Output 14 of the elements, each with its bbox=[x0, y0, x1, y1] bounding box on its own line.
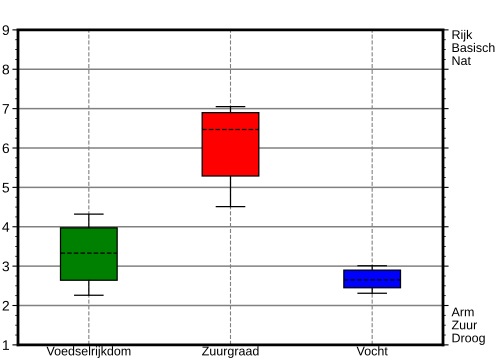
text: Rijk Basisch Nat bbox=[452, 30, 494, 66]
y-tick-label: 8 bbox=[2, 64, 10, 74]
x-tick-label: Zuurgraad bbox=[202, 346, 259, 358]
y-tick-label: 2 bbox=[2, 300, 9, 311]
y-tick-label: 9 bbox=[2, 25, 10, 36]
y-tick-label: 4 bbox=[2, 222, 10, 232]
text: Arm Zuur Droog bbox=[452, 308, 485, 345]
y-tick-label: 3 bbox=[2, 261, 10, 272]
y-tick-label: 5 bbox=[2, 182, 10, 193]
y-tick-label: 7 bbox=[2, 104, 9, 114]
y-tick-label: 6 bbox=[2, 143, 10, 154]
y-tick-label: 1 bbox=[3, 340, 9, 350]
x-tick-label: Vocht bbox=[356, 346, 388, 356]
x-tick-label: Voedselrijkdom bbox=[46, 346, 130, 358]
